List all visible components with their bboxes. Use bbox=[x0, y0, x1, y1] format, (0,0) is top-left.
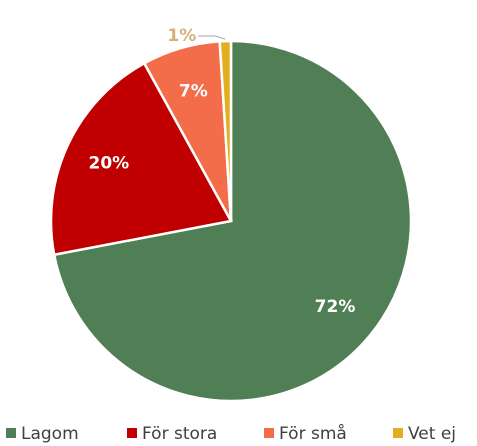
data-label: 72% bbox=[315, 297, 356, 317]
legend-label: För stora bbox=[142, 424, 217, 444]
legend-label: Lagom bbox=[21, 424, 79, 444]
legend-label: För små bbox=[279, 423, 347, 444]
pie-slice bbox=[52, 39, 413, 403]
leader-line bbox=[198, 35, 226, 40]
pie-slice bbox=[49, 61, 233, 257]
legend-swatch bbox=[6, 428, 16, 438]
pie-slice bbox=[218, 39, 233, 222]
legend-swatch bbox=[264, 428, 274, 438]
legend-swatch bbox=[393, 428, 403, 438]
legend-label: Vet ej bbox=[408, 424, 456, 444]
data-label: 7% bbox=[179, 81, 208, 101]
data-label: 1% bbox=[167, 26, 196, 46]
legend-swatch bbox=[127, 428, 137, 438]
data-label: 20% bbox=[88, 154, 129, 174]
